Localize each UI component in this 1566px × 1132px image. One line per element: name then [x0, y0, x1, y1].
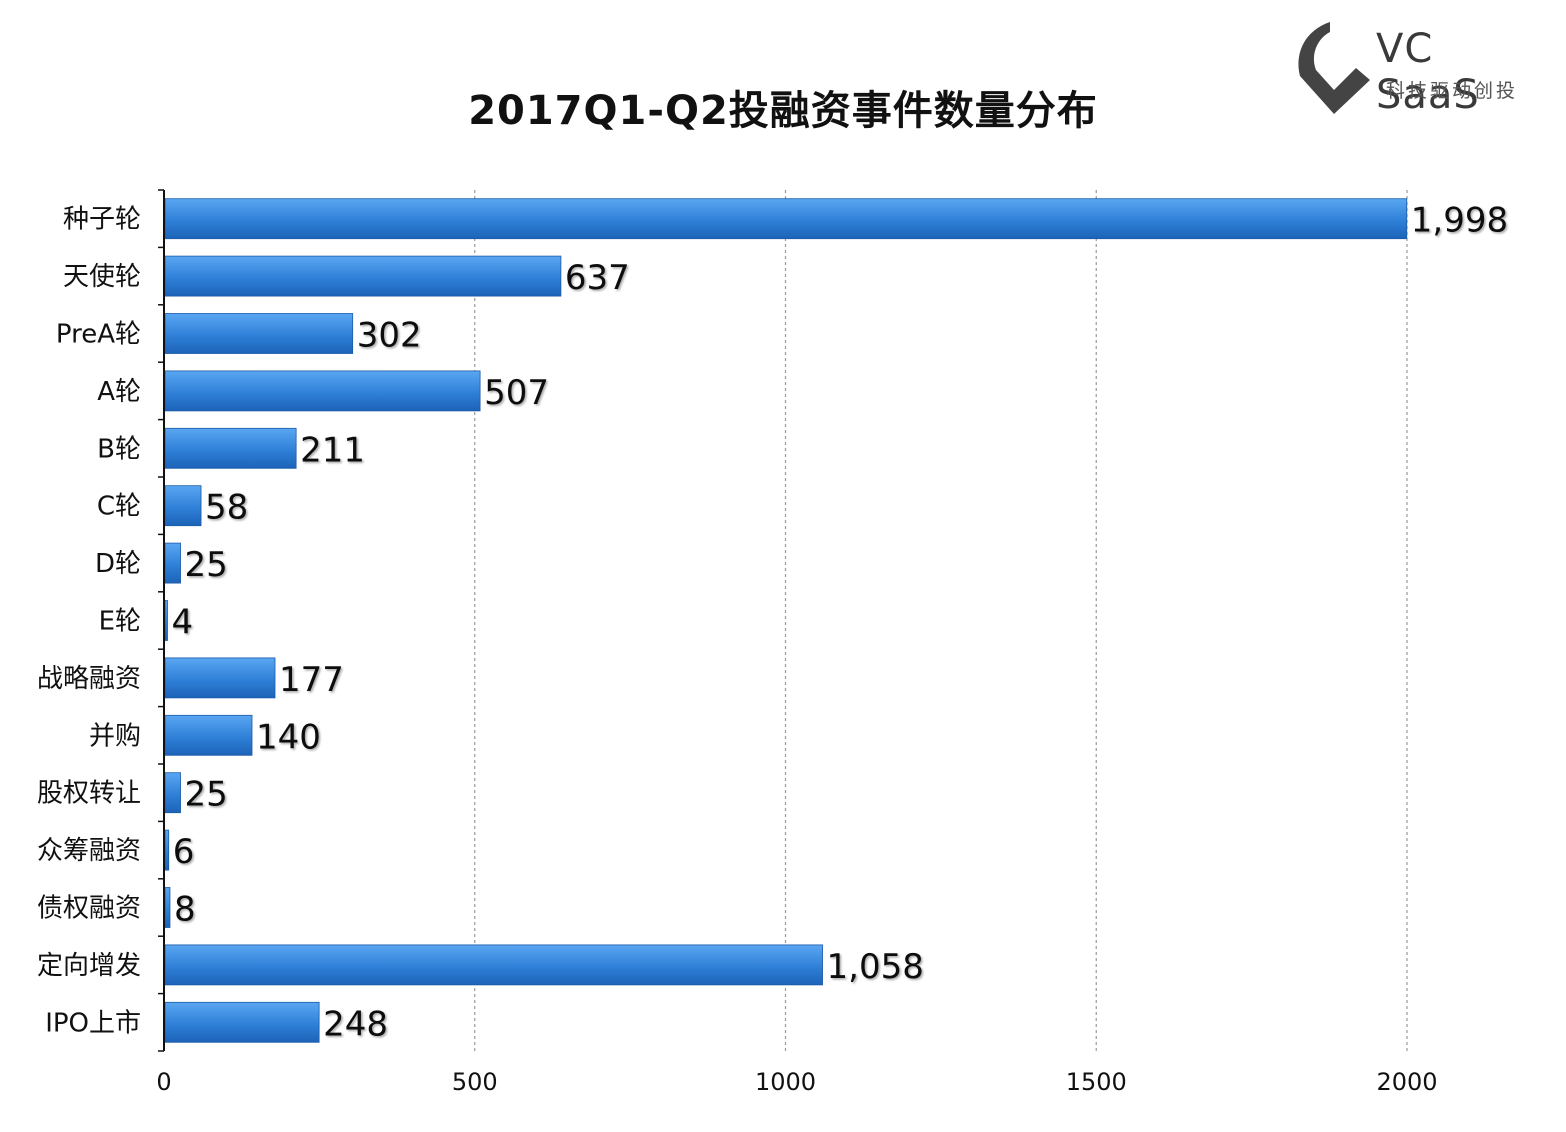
logo-slogan: 科技驱动创投 — [1386, 80, 1519, 102]
y-category-label: 股权转让 — [37, 779, 141, 809]
bar-value-label: 211 — [300, 430, 365, 470]
bar-value-label: 248 — [323, 1004, 388, 1044]
y-category-label: 战略融资 — [37, 664, 141, 694]
x-tick-label: 1500 — [1066, 1068, 1127, 1096]
vc-saas-logo-icon — [1298, 22, 1370, 114]
y-category-label: D轮 — [95, 549, 141, 579]
y-category-label: 天使轮 — [63, 262, 141, 292]
bar-value-label: 1,058 — [827, 947, 924, 987]
bar — [164, 657, 276, 699]
bar-value-label: 58 — [205, 488, 248, 528]
bar — [164, 714, 253, 756]
bar — [164, 485, 202, 527]
bar — [164, 255, 562, 297]
bar-value-label: 637 — [565, 258, 630, 298]
y-category-label: 种子轮 — [63, 205, 141, 235]
bar — [164, 944, 823, 986]
bar-value-label: 4 — [171, 603, 193, 643]
x-tick-label: 500 — [452, 1068, 498, 1096]
bar — [164, 313, 354, 354]
x-tick-label: 1000 — [755, 1068, 816, 1096]
bar-value-label: 1,998 — [1411, 201, 1508, 241]
brand-logo: VC SaaS 科技驱动创投 — [1290, 18, 1540, 118]
y-category-label: IPO上市 — [45, 1008, 141, 1038]
y-category-label: 并购 — [89, 721, 141, 751]
bar-value-label: 25 — [185, 545, 228, 585]
bar — [164, 542, 181, 584]
bar-value-label: 8 — [174, 890, 196, 930]
bar-value-label: 25 — [185, 775, 228, 815]
y-category-label: 定向增发 — [37, 951, 141, 981]
bar-value-label: 6 — [173, 832, 195, 872]
bar-value-label: 177 — [279, 660, 344, 700]
y-category-label: A轮 — [97, 377, 141, 407]
grid-lines — [474, 190, 1408, 1051]
bar-value-label: 302 — [357, 316, 422, 356]
y-category-label: C轮 — [97, 492, 141, 522]
x-tick-label: 0 — [156, 1068, 171, 1096]
bar-value-label: 507 — [484, 373, 549, 413]
bar — [164, 370, 481, 412]
bar — [164, 198, 1408, 240]
bars: 1,998 637 302 507 211 58 25 4 177 140 25 6 8 1,058 248 — [164, 198, 1508, 1044]
bar — [164, 427, 297, 469]
bar — [164, 1001, 320, 1043]
y-category-label: E轮 — [99, 607, 141, 637]
bar — [164, 829, 170, 871]
bar — [164, 887, 171, 928]
chart-title: 2017Q1-Q2投融资事件数量分布 — [468, 88, 1098, 134]
bar — [164, 772, 181, 814]
bar-value-label: 140 — [256, 717, 321, 757]
y-category-label: PreA轮 — [56, 320, 141, 350]
bar — [164, 600, 168, 641]
y-category-label: B轮 — [97, 434, 141, 464]
y-category-label: 债权融资 — [37, 894, 141, 924]
logo-name: VC SaaS — [1376, 26, 1480, 118]
x-tick-label: 2000 — [1376, 1068, 1437, 1096]
y-category-label: 众筹融资 — [37, 836, 141, 866]
